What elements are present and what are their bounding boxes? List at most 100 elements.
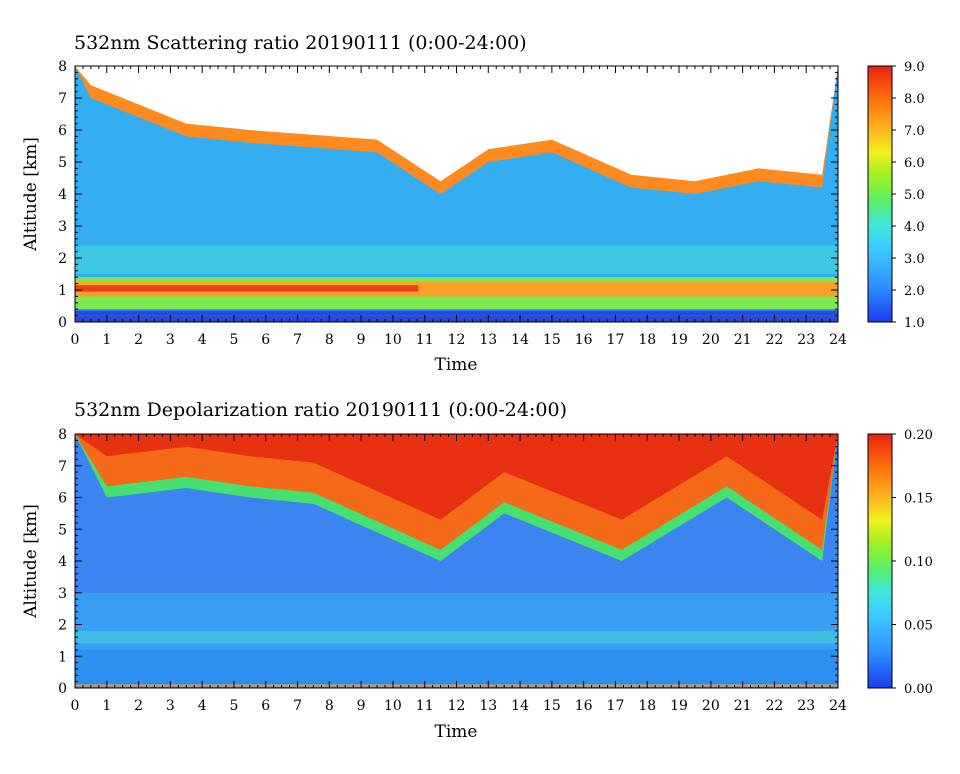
y-tick-label: 1 (58, 649, 67, 665)
axis-ticks-depolarization: 0 1 2 3 4 5 6 7 8 9 10 11 12 13 14 15 16 17 18 19 20 21 22 23 24… (58, 427, 847, 714)
x-tick-label: 15 (543, 332, 561, 348)
low-depol-layer (75, 630, 838, 644)
y-tick-label: 2 (58, 251, 67, 267)
x-tick-label: 15 (543, 698, 561, 714)
y-tick-label: 6 (58, 491, 67, 507)
x-tick-label: 12 (448, 698, 466, 714)
x-tick-label: 9 (357, 332, 366, 348)
chart-title-scattering: 532nm Scattering ratio 20190111 (0:00-24… (74, 32, 527, 54)
heatmap-layers (75, 66, 838, 322)
x-tick-label: 11 (416, 332, 434, 348)
y-axis-label-scattering: Altitude [km] (21, 137, 41, 252)
x-tick-label: 3 (166, 698, 175, 714)
y-tick-label: 3 (58, 586, 67, 602)
colorbar-tick-label: 5.0 (904, 188, 925, 203)
y-tick-label: 0 (58, 681, 67, 697)
x-tick-label: 6 (261, 332, 270, 348)
colorbar-tick-label: 0.10 (904, 555, 933, 570)
colorbar-tick-label: 9.0 (904, 60, 925, 75)
x-tick-label: 2 (134, 698, 143, 714)
x-tick-label: 13 (479, 698, 497, 714)
colorbar-tick-label: 1.0 (904, 316, 925, 331)
x-tick-label: 7 (293, 332, 302, 348)
y-tick-label: 0 (58, 315, 67, 331)
x-tick-label: 5 (229, 332, 238, 348)
x-tick-label: 22 (766, 332, 784, 348)
heatmap-depolarization (75, 434, 838, 688)
x-tick-label: 4 (198, 332, 207, 348)
y-tick-label: 6 (58, 123, 67, 139)
x-tick-label: 24 (829, 698, 847, 714)
mid-band (75, 245, 838, 274)
x-tick-label: 14 (511, 698, 529, 714)
axis-ticks-scattering: 0 1 2 3 4 5 6 7 8 9 10 11 12 13 14 15 16 17 18 19 20 21 22 23 24… (58, 59, 847, 348)
x-tick-label: 20 (702, 332, 720, 348)
y-tick-label: 4 (58, 187, 67, 203)
x-tick-label: 14 (511, 332, 529, 348)
heatmap-layers (75, 434, 838, 687)
cloud-body (75, 66, 838, 182)
colorbar-tick-label: 0.05 (904, 619, 933, 634)
x-tick-label: 10 (384, 332, 402, 348)
x-tick-label: 16 (575, 698, 593, 714)
x-tick-label: 18 (638, 332, 656, 348)
x-tick-label: 19 (670, 698, 688, 714)
x-tick-label: 18 (638, 698, 656, 714)
lower-band (75, 649, 838, 684)
x-tick-label: 23 (797, 698, 815, 714)
y-tick-label: 4 (58, 554, 67, 570)
x-tick-label: 11 (416, 698, 434, 714)
x-tick-label: 17 (607, 332, 625, 348)
x-tick-label: 8 (325, 332, 334, 348)
x-tick-label: 19 (670, 332, 688, 348)
x-tick-label: 12 (448, 332, 466, 348)
x-tick-label: 8 (325, 698, 334, 714)
x-tick-label: 10 (384, 698, 402, 714)
colorbar-tick-label: 0.15 (904, 492, 933, 507)
y-tick-label: 8 (58, 427, 67, 443)
colorbar-depolarization (867, 433, 893, 689)
x-tick-label: 6 (261, 698, 270, 714)
y-axis-label-depolarization: Altitude [km] (21, 504, 41, 619)
y-tick-label: 5 (58, 155, 67, 171)
x-tick-label: 5 (229, 698, 238, 714)
x-tick-label: 3 (166, 332, 175, 348)
x-axis-label-depolarization: Time (435, 722, 478, 742)
x-tick-label: 21 (734, 698, 752, 714)
x-tick-label: 0 (71, 332, 80, 348)
heatmap-scattering (75, 66, 838, 322)
colorbar-tick-label: 4.0 (904, 220, 925, 235)
colorbar-tick-label: 3.0 (904, 252, 925, 267)
x-tick-label: 17 (607, 698, 625, 714)
colorbar-scattering (867, 65, 893, 323)
y-tick-label: 7 (58, 91, 67, 107)
x-tick-label: 13 (479, 332, 497, 348)
x-tick-label: 2 (134, 332, 143, 348)
x-tick-label: 7 (293, 698, 302, 714)
y-tick-label: 2 (58, 618, 67, 634)
chart-title-depolarization: 532nm Depolarization ratio 20190111 (0:0… (74, 399, 567, 421)
x-tick-label: 16 (575, 332, 593, 348)
x-axis-label-scattering: Time (435, 355, 478, 375)
colorbar-tick-label: 8.0 (904, 92, 925, 107)
y-tick-label: 8 (58, 59, 67, 75)
colorbar-tick-label: 0.20 (904, 428, 933, 443)
colorbar-tick-label: 0.00 (904, 682, 933, 697)
colorbar-tick-label: 6.0 (904, 156, 925, 171)
colorbar-tick-label: 2.0 (904, 284, 925, 299)
colorbar-ticks-depolarization: 0.00 0.05 0.10 0.15 0.20 (892, 428, 933, 697)
aerosol-layer-core (75, 285, 419, 292)
y-tick-label: 1 (58, 283, 67, 299)
x-tick-label: 1 (102, 698, 111, 714)
x-tick-label: 4 (198, 698, 207, 714)
colorbar-ticks-scattering: 1.0 2.0 3.0 4.0 5.0 6.0 7.0 8.0 9.0 (892, 60, 925, 331)
x-tick-label: 22 (766, 698, 784, 714)
ice-cloud-core (75, 434, 838, 520)
y-tick-label: 3 (58, 219, 67, 235)
x-tick-label: 20 (702, 698, 720, 714)
x-tick-label: 0 (71, 698, 80, 714)
colorbar-tick-label: 7.0 (904, 124, 925, 139)
y-tick-label: 5 (58, 522, 67, 538)
y-tick-label: 7 (58, 459, 67, 475)
